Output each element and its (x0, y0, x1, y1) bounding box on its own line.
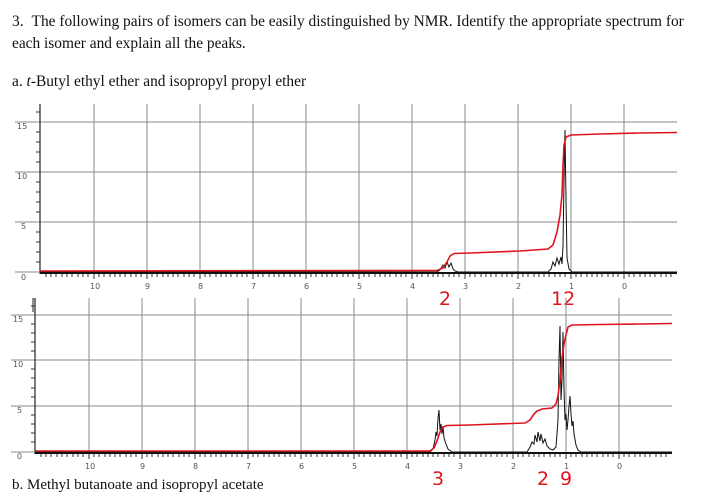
x-label-0-top: 0 (622, 282, 627, 291)
x-label-1-top: 1 (569, 282, 574, 291)
x-label-8-bottom: 8 (193, 462, 198, 471)
y-label-15-bottom: 15 (13, 315, 23, 324)
x-label-5-bottom: 5 (352, 462, 357, 471)
x-minor-ticks-bottom (40, 454, 667, 459)
spectrum-top: 15 10 5 0 10 9 8 7 6 5 4 3 2 1 0 2 12 (15, 104, 678, 310)
x-label-6-bottom: 6 (299, 462, 304, 471)
question-text: 3. The following pairs of isomers can be … (12, 11, 701, 55)
integration-label-bottom-3: 9 (560, 468, 572, 485)
y-minor-ticks-bottom (31, 305, 35, 443)
y-minor-ticks-top (36, 111, 40, 263)
x-label-2-top: 2 (516, 282, 521, 291)
y-label-10-bottom: 10 (13, 360, 23, 369)
y-label-10-top: 10 (17, 172, 27, 181)
spectrum-trace-top (40, 129, 677, 273)
part-a-text: -Butyl ethyl ether and isopropyl propyl … (30, 73, 307, 90)
y-label-0-bottom: 0 (17, 452, 22, 461)
spectrum-bottom: 15 10 5 0 10 9 8 7 6 5 4 3 2 1 0 3 2 9 (11, 298, 673, 485)
integration-label-bottom-2: 2 (537, 468, 549, 485)
integral-trace-top (39, 131, 678, 272)
question-number: 3. (12, 13, 24, 30)
x-label-7-bottom: 7 (246, 462, 251, 471)
grid-bottom (11, 298, 672, 452)
spectrum-trace-bottom (35, 325, 672, 453)
y-label-5-top: 5 (21, 222, 26, 231)
y-label-15-top: 15 (17, 122, 27, 131)
y-label-0-top: 0 (21, 273, 26, 282)
x-label-10-top: 10 (90, 282, 100, 291)
grid-top (15, 104, 677, 272)
x-label-9-bottom: 9 (140, 462, 145, 471)
integral-trace-bottom (35, 322, 673, 452)
x-label-9-top: 9 (145, 282, 150, 291)
x-label-5-top: 5 (357, 282, 362, 291)
part-a-heading: a. t-Butyl ethyl ether and isopropyl pro… (12, 73, 306, 91)
x-label-8-top: 8 (198, 282, 203, 291)
y-label-5-bottom: 5 (17, 406, 22, 415)
integration-label-bottom-1: 3 (432, 468, 444, 485)
x-label-4-bottom: 4 (405, 462, 410, 471)
question-body: The following pairs of isomers can be ea… (12, 13, 684, 52)
x-label-7-top: 7 (251, 282, 256, 291)
integration-label-top-2: 12 (551, 288, 575, 310)
part-b-heading-partial: b. Methyl butanoate and isopropyl acetat… (12, 477, 264, 493)
x-label-3-bottom: 3 (458, 462, 463, 471)
x-label-10-bottom: 10 (85, 462, 95, 471)
integration-label-top-1: 2 (439, 288, 451, 310)
x-label-6-top: 6 (304, 282, 309, 291)
x-label-3-top: 3 (463, 282, 468, 291)
part-a-label: a. (12, 73, 23, 90)
x-minor-ticks-top (45, 274, 672, 279)
x-label-1-bottom: 1 (564, 462, 569, 471)
part-a-italic-prefix: t (26, 73, 31, 90)
x-label-0-bottom: 0 (617, 462, 622, 471)
x-label-2-bottom: 2 (511, 462, 516, 471)
x-label-4-top: 4 (410, 282, 415, 291)
